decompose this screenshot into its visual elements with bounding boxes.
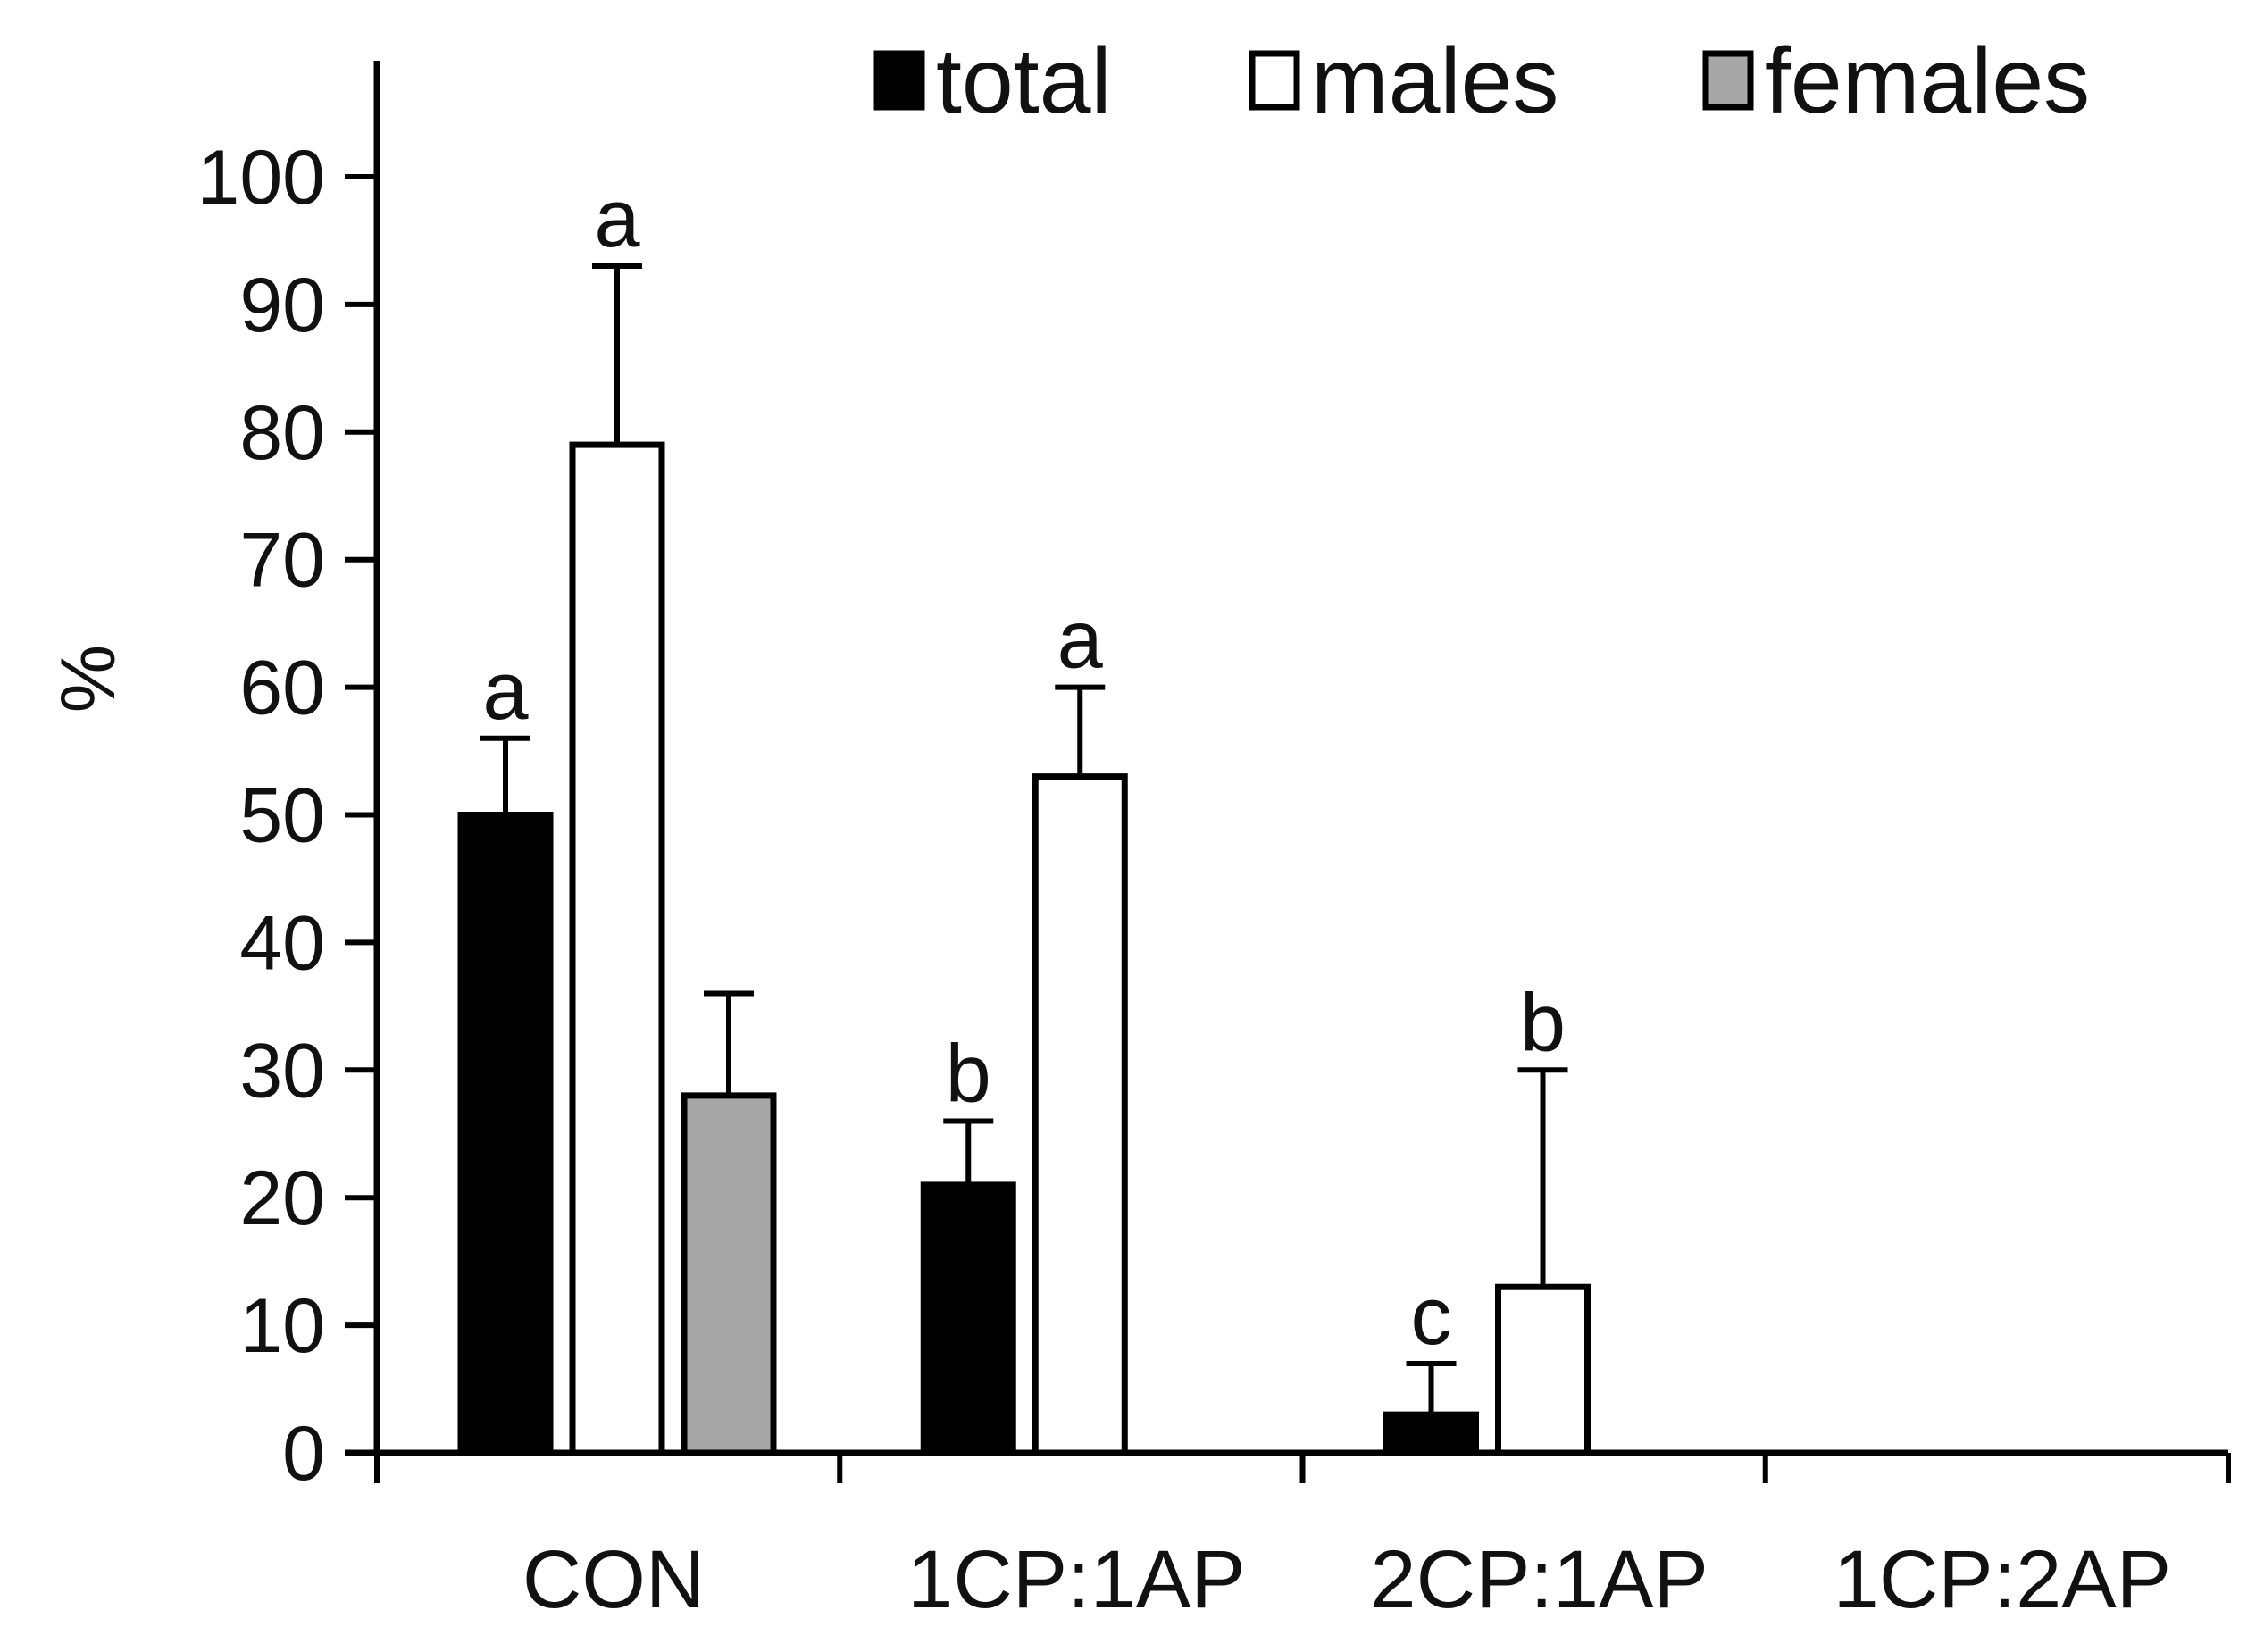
bar-males — [569, 441, 665, 1456]
significance-label: a — [594, 173, 640, 264]
significance-label: a — [1057, 595, 1104, 686]
x-axis: CON 1CP:1AP 2CP:1AP 1CP:2AP — [345, 1449, 2231, 1625]
legend-swatch — [1249, 50, 1300, 111]
bar-females — [681, 1092, 777, 1456]
bar-total — [1383, 1411, 1479, 1456]
x-category-label: 1CP:1AP — [907, 1534, 1245, 1625]
legend-item-males: males — [1249, 29, 1558, 133]
y-tick-label: 40 — [239, 900, 325, 986]
legend-item-females: females — [1702, 29, 2090, 133]
y-axis: 0 10 20 30 40 50 60 70 80 90 100 — [197, 61, 380, 1497]
y-tick-label: 50 — [239, 773, 325, 859]
error-bars — [480, 263, 1568, 1415]
x-category-label: 1CP:2AP — [1834, 1534, 2171, 1625]
bar-males — [1495, 1283, 1591, 1456]
significance-label: b — [946, 1028, 991, 1119]
y-tick-label: 30 — [239, 1028, 325, 1114]
y-axis-label: % — [46, 645, 131, 713]
significance-labels: a a b a c b — [482, 173, 1566, 1362]
bars — [457, 441, 1591, 1456]
legend-swatch — [1702, 50, 1754, 111]
legend-label: females — [1765, 29, 2090, 133]
y-tick-label: 90 — [239, 263, 325, 348]
significance-label: b — [1520, 977, 1566, 1068]
y-tick-label: 80 — [239, 390, 325, 476]
legend-item-total: total — [873, 29, 1112, 133]
y-tick-label: 20 — [239, 1156, 325, 1241]
x-category-label: 2CP:1AP — [1370, 1534, 1708, 1625]
legend-label: males — [1311, 29, 1558, 133]
y-tick-label: 10 — [239, 1283, 325, 1369]
bar-males — [1032, 773, 1128, 1456]
bar-total — [457, 812, 554, 1456]
legend-label: total — [936, 29, 1112, 133]
y-tick-label: 100 — [197, 135, 326, 221]
significance-label: c — [1411, 1271, 1452, 1362]
y-tick-label: 70 — [239, 518, 325, 604]
y-tick-label: 60 — [239, 646, 325, 731]
y-tick-label: 0 — [282, 1411, 325, 1497]
x-category-label: CON — [522, 1534, 705, 1625]
legend: total males females — [873, 29, 2090, 133]
legend-swatch — [873, 50, 925, 111]
significance-label: a — [482, 646, 529, 737]
bar-total — [920, 1181, 1016, 1456]
